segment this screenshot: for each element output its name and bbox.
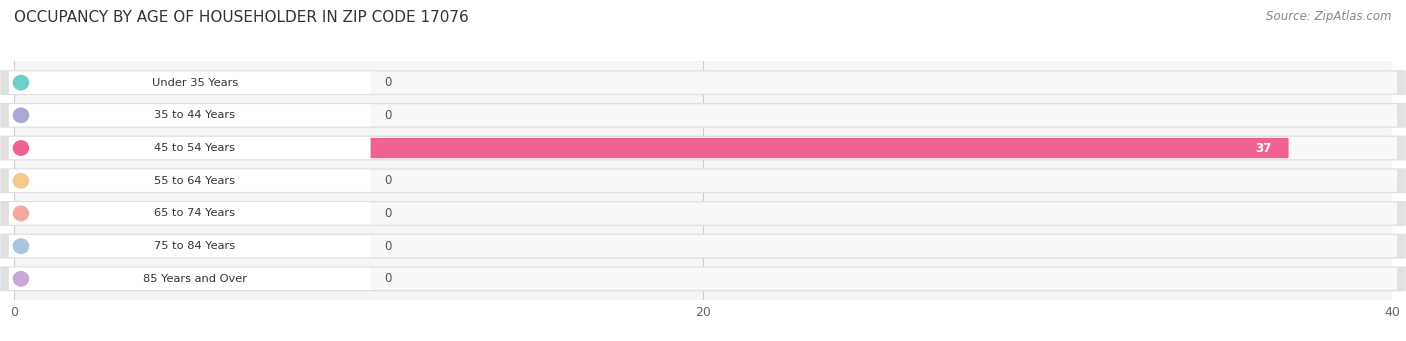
FancyBboxPatch shape — [8, 72, 1398, 94]
FancyBboxPatch shape — [8, 169, 371, 192]
Text: 0: 0 — [384, 76, 392, 89]
FancyBboxPatch shape — [8, 169, 1398, 192]
Circle shape — [14, 239, 28, 253]
FancyBboxPatch shape — [0, 168, 1406, 193]
FancyBboxPatch shape — [0, 103, 1406, 128]
Circle shape — [14, 75, 28, 90]
FancyBboxPatch shape — [8, 104, 1398, 127]
FancyBboxPatch shape — [8, 137, 1398, 159]
FancyBboxPatch shape — [0, 136, 1406, 161]
Text: Under 35 Years: Under 35 Years — [152, 78, 238, 88]
FancyBboxPatch shape — [8, 268, 371, 290]
FancyBboxPatch shape — [8, 235, 371, 257]
Text: 45 to 54 Years: 45 to 54 Years — [155, 143, 235, 153]
Text: 37: 37 — [1256, 142, 1271, 154]
Circle shape — [14, 141, 28, 155]
FancyBboxPatch shape — [0, 266, 1406, 291]
FancyBboxPatch shape — [0, 70, 1406, 95]
FancyBboxPatch shape — [14, 138, 1289, 158]
Circle shape — [14, 174, 28, 188]
FancyBboxPatch shape — [8, 137, 371, 159]
Text: 0: 0 — [384, 240, 392, 253]
Text: 75 to 84 Years: 75 to 84 Years — [155, 241, 235, 251]
FancyBboxPatch shape — [8, 104, 371, 127]
FancyBboxPatch shape — [8, 235, 1398, 257]
FancyBboxPatch shape — [8, 202, 371, 224]
FancyBboxPatch shape — [8, 268, 1398, 290]
FancyBboxPatch shape — [8, 72, 371, 94]
Text: 55 to 64 Years: 55 to 64 Years — [155, 176, 235, 186]
Circle shape — [14, 206, 28, 221]
Text: 0: 0 — [384, 207, 392, 220]
FancyBboxPatch shape — [0, 234, 1406, 258]
Text: 85 Years and Over: 85 Years and Over — [143, 274, 247, 284]
FancyBboxPatch shape — [8, 202, 1398, 224]
Text: 0: 0 — [384, 109, 392, 122]
Text: 0: 0 — [384, 272, 392, 285]
Circle shape — [14, 272, 28, 286]
Text: OCCUPANCY BY AGE OF HOUSEHOLDER IN ZIP CODE 17076: OCCUPANCY BY AGE OF HOUSEHOLDER IN ZIP C… — [14, 10, 468, 25]
FancyBboxPatch shape — [0, 201, 1406, 226]
Text: Source: ZipAtlas.com: Source: ZipAtlas.com — [1267, 10, 1392, 23]
Text: 0: 0 — [384, 174, 392, 187]
Text: 65 to 74 Years: 65 to 74 Years — [155, 208, 235, 219]
Text: 35 to 44 Years: 35 to 44 Years — [155, 110, 235, 120]
Circle shape — [14, 108, 28, 122]
